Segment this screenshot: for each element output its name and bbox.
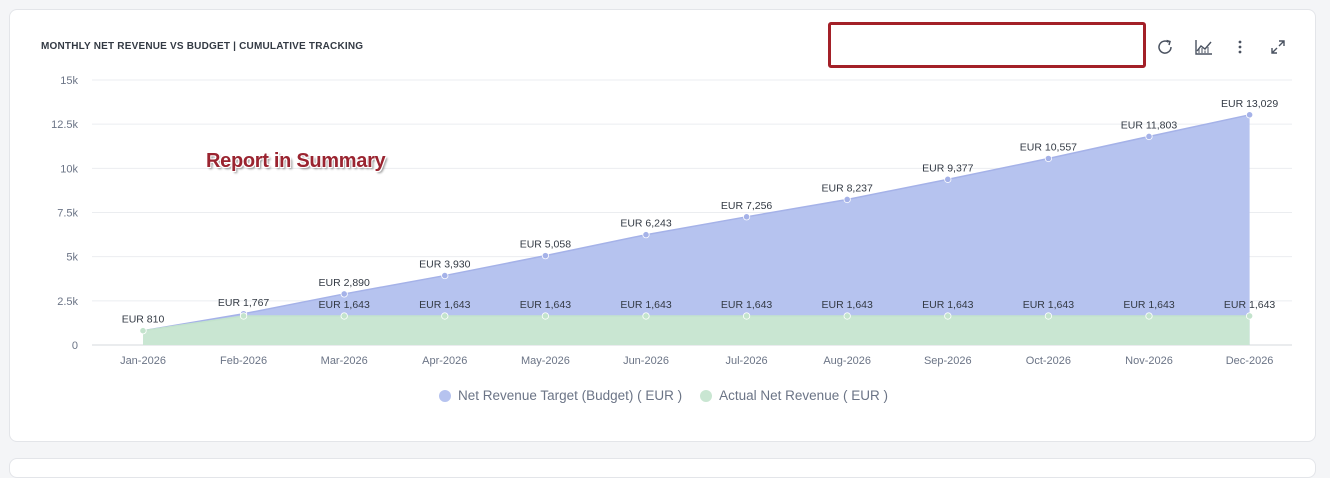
x-tick-label: Mar-2026 <box>321 355 368 367</box>
actual-point <box>541 312 550 320</box>
budget-point <box>441 271 449 280</box>
x-tick-label: Jul-2026 <box>725 355 767 367</box>
report-summary-annotation: Report in Summary <box>206 150 386 172</box>
actual-data-label: EUR 1,643 <box>1123 299 1175 311</box>
budget-point <box>843 195 851 204</box>
y-tick-label: 5k <box>66 252 78 264</box>
actual-point <box>441 312 449 320</box>
actual-data-label: EUR 1,643 <box>319 299 371 311</box>
refresh-button[interactable] <box>1154 36 1176 58</box>
actual-data-label: EUR 1,643 <box>620 299 672 311</box>
actual-data-label: EUR 1,643 <box>520 299 572 311</box>
budget-data-label: EUR 10,557 <box>1020 141 1077 153</box>
x-tick-label: Jan-2026 <box>120 355 166 367</box>
budget-point <box>541 252 550 260</box>
budget-point <box>1145 132 1153 141</box>
x-tick-label: Nov-2026 <box>1125 355 1173 367</box>
budget-data-label: EUR 1,767 <box>218 297 270 309</box>
chart-type-button[interactable] <box>1193 36 1215 58</box>
actual-point <box>843 312 851 320</box>
chart-legend: Net Revenue Target (Budget) ( EUR ) Actu… <box>10 388 1317 403</box>
legend-dot-budget <box>439 389 452 402</box>
y-tick-label: 0 <box>72 340 78 352</box>
actual-point <box>139 327 147 335</box>
highlighted-search-box[interactable] <box>828 22 1146 68</box>
x-tick-label: Aug-2026 <box>823 355 871 367</box>
budget-data-label: EUR 3,930 <box>419 259 471 271</box>
refresh-icon <box>1158 39 1172 54</box>
budget-data-label: EUR 13,029 <box>1221 98 1278 110</box>
budget-point <box>742 213 751 221</box>
legend-label-actual: Actual Net Revenue ( EUR ) <box>719 388 888 403</box>
x-tick-label: Oct-2026 <box>1026 355 1071 367</box>
actual-point <box>340 312 348 320</box>
x-tick-label: May-2026 <box>521 355 570 367</box>
actual-point <box>1145 312 1153 320</box>
legend-item-actual[interactable]: Actual Net Revenue ( EUR ) <box>700 388 888 403</box>
budget-line <box>142 114 1250 332</box>
actual-point <box>240 312 248 320</box>
actual-area <box>143 315 1250 345</box>
area-chart: 0 2.5k 5k 7.5k 10k 12.5k 15k EUR 810 EUR 1,767 EU… <box>51 75 1292 367</box>
more-vertical-icon <box>1238 40 1242 54</box>
budget-point <box>944 175 952 183</box>
actual-data-label: EUR 1,643 <box>419 299 471 311</box>
y-tick-label: 15k <box>60 75 78 87</box>
budget-point <box>1246 111 1254 119</box>
budget-data-label: EUR 2,890 <box>319 277 371 289</box>
actual-data-label: EUR 1,643 <box>721 299 773 311</box>
budget-data-label: EUR 810 <box>122 314 165 326</box>
x-tick-label: Feb-2026 <box>220 355 267 367</box>
chart-card: MONTHLY NET REVENUE VS BUDGET | CUMULATI… <box>9 9 1316 442</box>
chart-title: MONTHLY NET REVENUE VS BUDGET | CUMULATI… <box>41 41 364 52</box>
expand-icon <box>1271 40 1285 54</box>
budget-data-label: EUR 7,256 <box>721 200 773 212</box>
budget-area <box>143 114 1250 345</box>
actual-point <box>1044 312 1053 320</box>
budget-data-label: EUR 11,803 <box>1121 119 1178 131</box>
actual-data-label: EUR 1,643 <box>1023 299 1075 311</box>
next-card <box>9 458 1316 478</box>
actual-data-label: EUR 1,643 <box>922 299 974 311</box>
budget-data-label: EUR 8,237 <box>822 182 874 194</box>
y-tick-label: 12.5k <box>51 119 78 131</box>
actual-point <box>742 312 751 320</box>
actual-data-label: EUR 1,643 <box>822 299 874 311</box>
actual-line <box>142 315 1250 332</box>
budget-point <box>340 290 348 298</box>
legend-label-budget: Net Revenue Target (Budget) ( EUR ) <box>458 388 683 403</box>
legend-item-budget[interactable]: Net Revenue Target (Budget) ( EUR ) <box>439 388 682 403</box>
budget-point <box>642 231 650 239</box>
x-tick-label: Jun-2026 <box>623 355 669 367</box>
x-tick-label: Apr-2026 <box>422 355 467 367</box>
x-tick-label: Sep-2026 <box>924 355 972 367</box>
area-chart-icon <box>1195 40 1212 55</box>
budget-point <box>1044 154 1053 163</box>
actual-point <box>1246 312 1254 320</box>
y-tick-label: 2.5k <box>57 296 78 308</box>
more-menu-button[interactable] <box>1229 36 1251 58</box>
actual-point <box>642 312 650 320</box>
budget-data-label: EUR 9,377 <box>922 162 974 174</box>
y-tick-label: 7.5k <box>57 208 78 220</box>
budget-data-label: EUR 6,243 <box>620 218 672 230</box>
x-tick-label: Dec-2026 <box>1226 355 1274 367</box>
legend-dot-actual <box>700 389 713 402</box>
actual-data-label: EUR 1,643 <box>1224 299 1276 311</box>
y-tick-label: 10k <box>60 163 78 175</box>
budget-data-label: EUR 5,058 <box>520 239 572 251</box>
expand-button[interactable] <box>1267 36 1289 58</box>
actual-point <box>944 312 952 320</box>
